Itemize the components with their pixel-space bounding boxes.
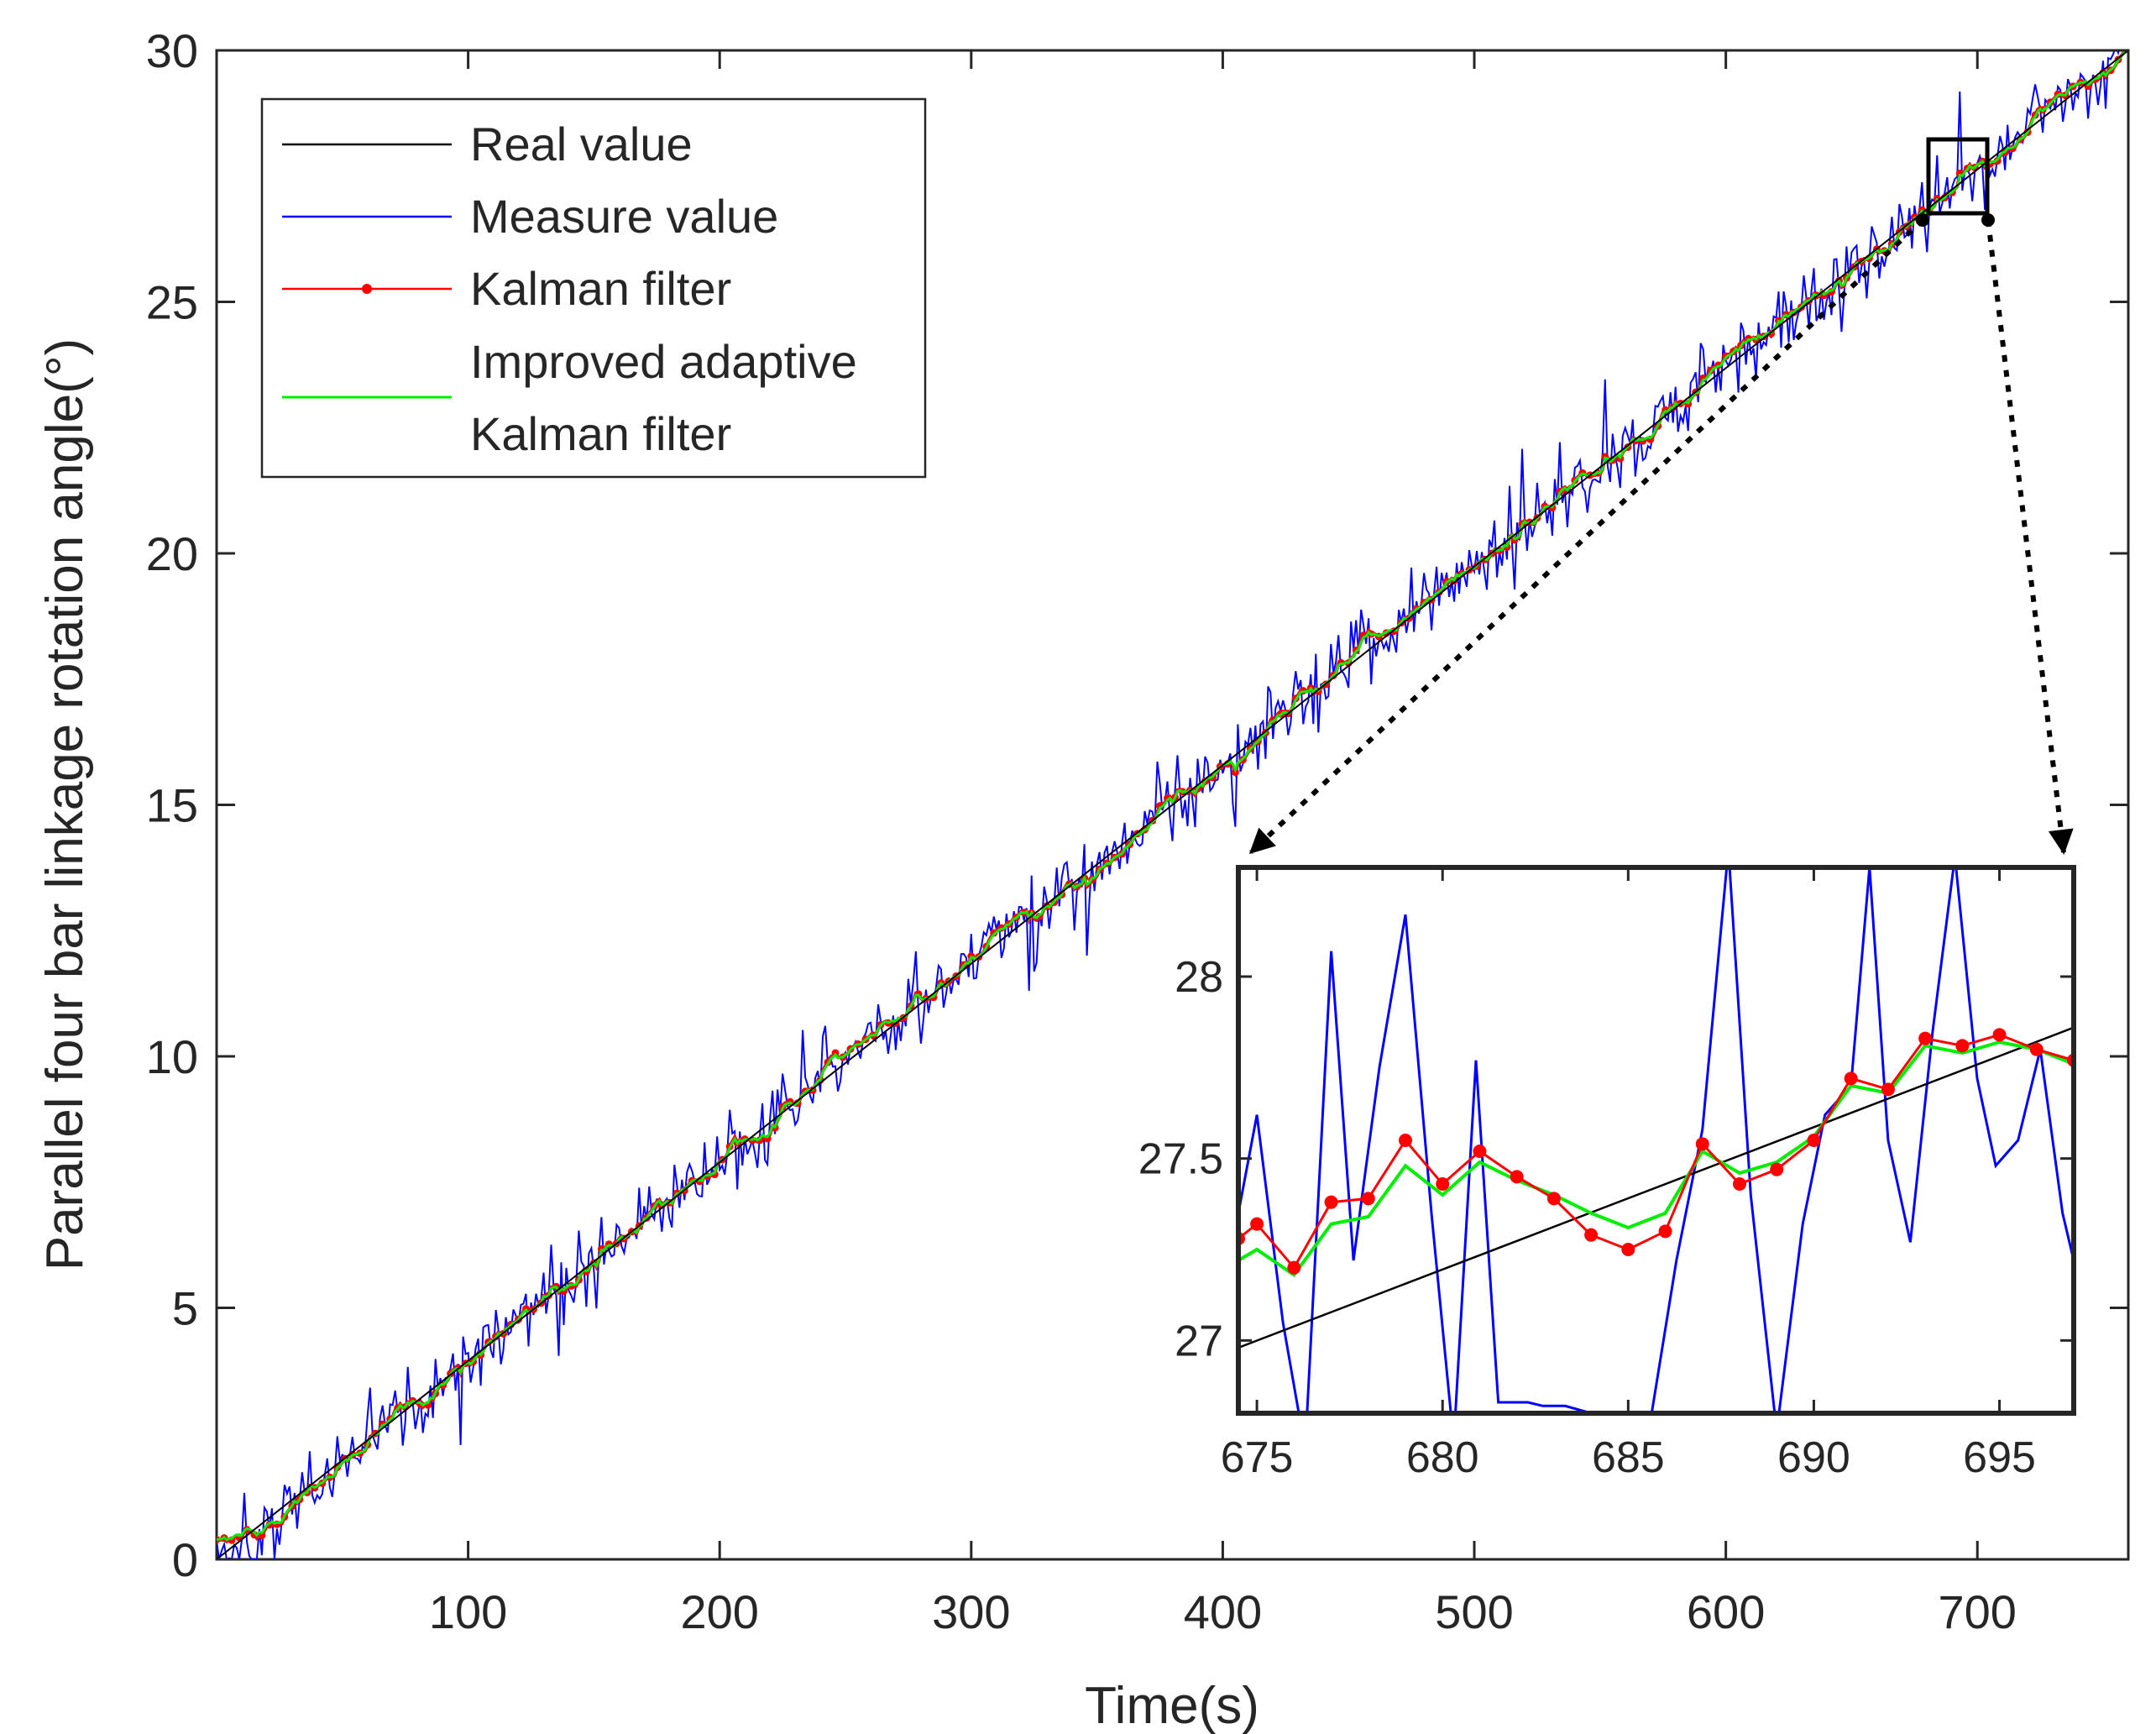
inset-kalman-point — [1733, 1177, 1746, 1191]
inset-kalman-point — [1844, 1071, 1858, 1086]
legend-swatch-kalman-marker — [362, 284, 372, 294]
zoom-connector-left — [1248, 217, 1925, 855]
inset-x-tick-label: 680 — [1406, 1433, 1479, 1482]
x-axis-label: Time(s) — [1085, 1677, 1259, 1734]
inset-frame — [1236, 865, 2076, 1416]
y-tick-label: 0 — [172, 1533, 198, 1586]
inset-kalman-point — [1807, 1134, 1821, 1147]
legend: Real value Measure value Kalman filter I… — [260, 97, 927, 479]
inset-kalman-point — [1918, 1031, 1933, 1045]
inset-kalman-point — [1510, 1170, 1524, 1184]
legend-label-measure: Measure value — [470, 190, 778, 243]
x-tick-label: 500 — [1435, 1585, 1513, 1638]
inset-plot-area — [1238, 867, 2074, 1413]
series-line-measure — [217, 50, 2120, 1559]
inset-series-line-real — [1238, 1026, 2074, 1349]
inset-y-tick-label: 28 — [1175, 953, 1223, 1002]
x-tick-label: 700 — [1939, 1585, 2017, 1638]
zoom-box — [1926, 137, 1990, 216]
inset-series-line-improved — [1238, 1040, 2074, 1278]
x-tick-label: 300 — [932, 1585, 1010, 1638]
inset-y-tick-label: 27 — [1175, 1317, 1223, 1365]
y-axis-label: Parallel four bar linkage rotation angle… — [36, 338, 94, 1270]
inset-x-tick-label: 685 — [1592, 1433, 1665, 1482]
zoom-corner-right — [1981, 213, 1995, 227]
inset-y-tick-label: 27.5 — [1138, 1135, 1223, 1184]
inset-kalman-point — [1621, 1243, 1635, 1256]
inset-kalman-point — [1287, 1260, 1301, 1275]
inset-kalman-point — [1658, 1224, 1672, 1239]
x-tick-label: 600 — [1687, 1585, 1765, 1638]
inset-series-line-measure — [1238, 867, 2074, 1413]
zoom-corner-left — [1916, 213, 1929, 227]
inset-kalman-point — [1324, 1195, 1338, 1209]
inset-x-tick-label: 675 — [1221, 1433, 1294, 1482]
legend-label-kalman: Kalman filter — [470, 262, 731, 315]
y-tick-label: 10 — [146, 1030, 198, 1083]
series-line-real — [217, 50, 2128, 1559]
y-tick-label: 5 — [172, 1282, 198, 1335]
inset-x-tick-label: 690 — [1777, 1433, 1850, 1482]
inset-kalman-point — [1399, 1134, 1412, 1147]
zoom-connector-right — [1986, 219, 2074, 855]
y-tick-label: 30 — [146, 24, 198, 77]
inset-kalman-point — [1546, 1192, 1561, 1206]
inset-kalman-point — [1695, 1137, 1709, 1151]
legend-label-improved-line2: Kalman filter — [470, 407, 731, 460]
x-tick-label: 100 — [429, 1585, 507, 1638]
x-tick-label: 400 — [1184, 1585, 1262, 1638]
inset-kalman-point — [1436, 1177, 1450, 1191]
inset-kalman-point — [1881, 1082, 1895, 1097]
inset-kalman-point — [1770, 1162, 1784, 1176]
y-tick-label: 25 — [146, 276, 198, 329]
legend-label-improved-line1: Improved adaptive — [470, 335, 857, 388]
inset-kalman-point — [1584, 1228, 1599, 1242]
x-tick-label: 200 — [680, 1585, 758, 1638]
inset-x-tick-label: 695 — [1963, 1433, 2036, 1482]
y-tick-label: 15 — [146, 779, 198, 832]
inset-kalman-point — [1992, 1028, 2007, 1042]
inset-kalman-point — [2029, 1042, 2043, 1056]
inset-kalman-point — [1250, 1217, 1264, 1231]
inset-kalman-point — [1361, 1192, 1375, 1206]
inset-kalman-point — [1473, 1145, 1487, 1158]
legend-label-real: Real value — [470, 118, 693, 170]
inset-kalman-point — [1955, 1039, 1970, 1053]
y-tick-label: 20 — [146, 527, 198, 580]
